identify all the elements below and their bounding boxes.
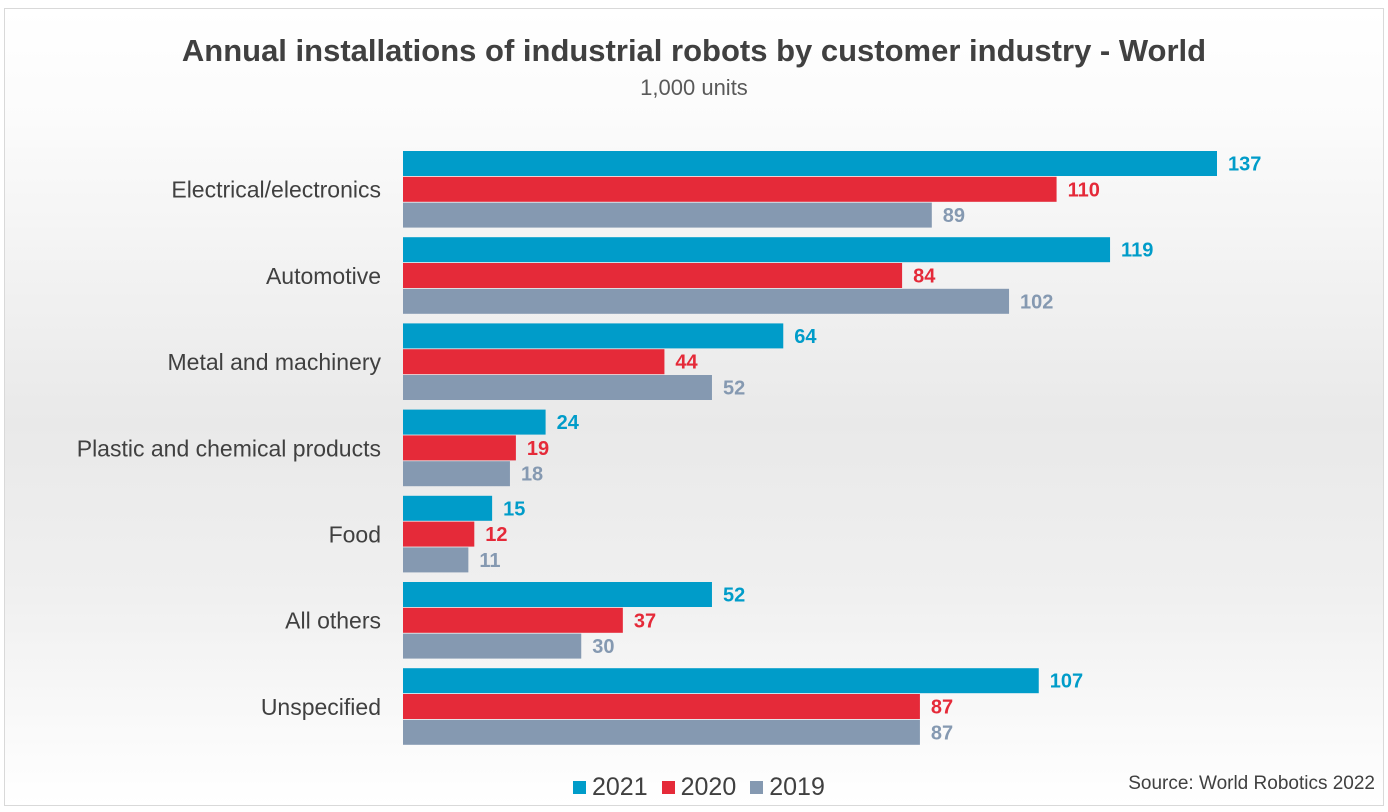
legend-swatch-2019: [750, 781, 764, 794]
data-label-food-2020: 12: [485, 524, 507, 546]
chart-frame: Annual installations of industrial robot…: [4, 8, 1384, 806]
bar-plastic-and-chemical-products-2021: [403, 409, 546, 435]
data-label-automotive-2019: 102: [1020, 291, 1053, 313]
legend-swatch-2021: [573, 781, 586, 794]
legend-item-2021: 2021: [573, 773, 648, 802]
chart-title: Annual installations of industrial robot…: [181, 33, 1207, 68]
bar-metal-and-machinery-2020: [403, 349, 665, 375]
category-label-food: Food: [329, 522, 381, 548]
bar-all-others-2020: [403, 607, 623, 633]
bar-food-2020: [403, 521, 475, 547]
legend-label-2020: 2020: [680, 773, 737, 801]
data-label-plastic-and-chemical-products-2020: 19: [527, 438, 549, 460]
data-label-electrical-electronics-2021: 137: [1228, 154, 1261, 176]
bar-unspecified-2019: [403, 719, 920, 745]
category-label-automotive: Automotive: [266, 263, 381, 289]
data-label-plastic-and-chemical-products-2021: 24: [557, 412, 580, 434]
bar-electrical-electronics-2021: [403, 151, 1217, 176]
category-label-metal-and-machinery: Metal and machinery: [168, 349, 382, 375]
data-label-electrical-electronics-2019: 89: [943, 205, 965, 227]
data-label-all-others-2019: 30: [592, 636, 614, 658]
bar-automotive-2020: [403, 263, 903, 288]
category-label-electrical-electronics: Electrical/electronics: [171, 177, 381, 203]
chart-legend: 2021 2020 2019: [573, 773, 839, 802]
data-label-food-2019: 11: [479, 550, 500, 572]
bar-metal-and-machinery-2019: [403, 375, 712, 400]
legend-item-2020: 2020: [661, 773, 737, 802]
bar-food-2019: [403, 547, 469, 573]
legend-label-2021: 2021: [592, 773, 648, 801]
bar-plastic-and-chemical-products-2020: [403, 435, 516, 461]
category-label-all-others: All others: [285, 608, 381, 634]
source-note: Source: World Robotics 2022: [1128, 773, 1375, 794]
bar-automotive-2019: [403, 288, 1010, 314]
data-label-automotive-2020: 84: [913, 266, 936, 288]
data-label-automotive-2021: 119: [1121, 240, 1153, 262]
bar-electrical-electronics-2019: [403, 202, 932, 228]
data-label-unspecified-2020: 87: [931, 697, 953, 719]
bar-unspecified-2020: [403, 694, 920, 719]
data-label-all-others-2021: 52: [723, 585, 745, 607]
data-label-unspecified-2019: 87: [931, 722, 953, 744]
chart-subtitle: 1,000 units: [640, 75, 748, 100]
category-label-unspecified: Unspecified: [261, 694, 381, 720]
bar-unspecified-2021: [403, 668, 1039, 694]
data-label-metal-and-machinery-2021: 64: [794, 326, 817, 348]
bar-food-2021: [403, 495, 493, 521]
legend-swatch-2020: [661, 781, 675, 794]
bar-chart-plot: Electrical/electronics 137 110 89 Automotive…: [77, 151, 1261, 745]
bar-electrical-electronics-2020: [403, 176, 1057, 202]
bar-all-others-2019: [403, 633, 582, 659]
data-label-unspecified-2021: 107: [1050, 671, 1083, 693]
data-label-plastic-and-chemical-products-2019: 18: [521, 464, 543, 486]
data-label-food-2021: 15: [503, 498, 525, 520]
legend-item-2019: 2019: [750, 773, 825, 802]
legend-label-2019: 2019: [769, 773, 825, 801]
data-label-electrical-electronics-2020: 110: [1068, 179, 1100, 201]
bar-plastic-and-chemical-products-2019: [403, 461, 510, 487]
bar-all-others-2021: [403, 582, 712, 607]
data-label-metal-and-machinery-2019: 52: [723, 378, 745, 400]
data-label-metal-and-machinery-2020: 44: [675, 352, 698, 374]
bar-automotive-2021: [403, 237, 1111, 263]
data-label-all-others-2020: 37: [634, 610, 656, 632]
bar-metal-and-machinery-2021: [403, 323, 784, 349]
category-label-plastic-and-chemical-products: Plastic and chemical products: [77, 435, 381, 461]
